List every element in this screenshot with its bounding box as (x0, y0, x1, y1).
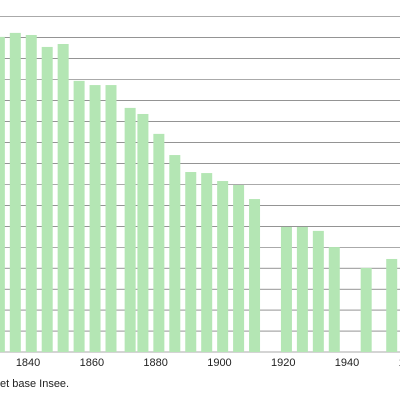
bar (280, 226, 292, 352)
bar (0, 36, 5, 352)
bar (249, 199, 261, 352)
x-tick-label: 1960 (399, 357, 400, 369)
x-tick-label: 1840 (16, 357, 40, 369)
bar (105, 85, 117, 353)
x-tick-label: 1900 (207, 357, 231, 369)
bar (137, 113, 149, 352)
bar (9, 32, 21, 353)
bar (25, 34, 37, 352)
bar (328, 247, 340, 352)
x-tick-label: 1880 (143, 357, 167, 369)
bar (73, 80, 85, 352)
x-tick-label: 1860 (80, 357, 104, 369)
bar (217, 181, 229, 352)
bar (233, 185, 245, 352)
source-note: et base Insee. (0, 378, 69, 390)
x-tick-label: 1920 (271, 357, 295, 369)
bar (124, 107, 136, 353)
bar (360, 267, 372, 352)
bar (89, 85, 101, 353)
bar (57, 44, 69, 352)
bar (41, 46, 53, 352)
bar (312, 230, 324, 352)
bar (201, 173, 213, 352)
bar (169, 155, 181, 352)
x-tick-label: 1940 (335, 357, 359, 369)
bar (386, 258, 398, 352)
bar (153, 133, 165, 352)
bar (296, 226, 308, 352)
bar (185, 172, 197, 352)
